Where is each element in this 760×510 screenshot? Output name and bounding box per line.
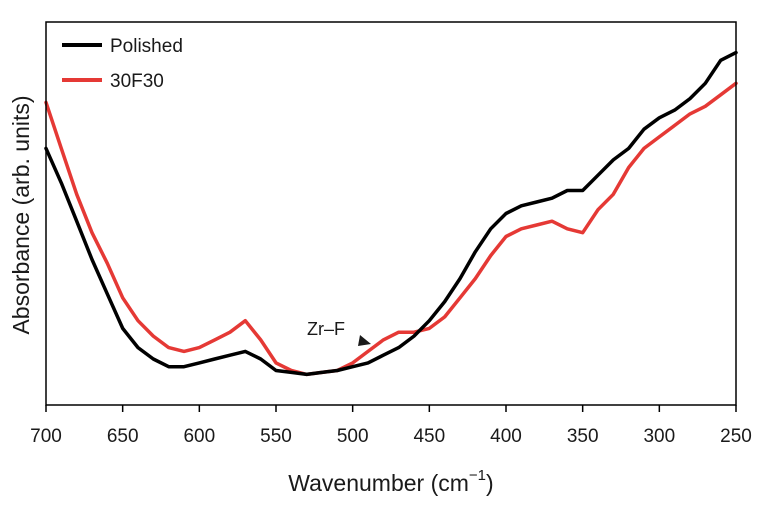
x-axis-title-superscript: −1	[469, 467, 486, 484]
annotation-label: Zr–F	[307, 319, 345, 339]
legend-label-polished: Polished	[110, 36, 183, 57]
series-line-30f30	[44, 81, 738, 377]
series-lines	[44, 50, 738, 377]
zr-f-annotation: Zr–F	[307, 319, 371, 346]
x-tick-label: 650	[107, 426, 139, 447]
x-axis-title-close: )	[486, 470, 494, 496]
x-axis-title-main: Wavenumber (cm	[288, 470, 469, 496]
x-tick-label: 350	[567, 426, 599, 447]
x-tick-label: 600	[183, 426, 215, 447]
x-ticks: 700 650 600 550 500 450 400 350 300 250	[30, 405, 752, 447]
x-axis-title: Wavenumber (cm−1)	[288, 467, 493, 496]
x-tick-label: 700	[30, 426, 62, 447]
x-tick-label: 250	[720, 426, 752, 447]
plot-frame	[45, 21, 737, 406]
series-line-polished	[44, 50, 738, 377]
legend-label-30f30: 30F30	[110, 71, 164, 92]
x-tick-label: 500	[337, 426, 369, 447]
legend: Polished 30F30	[62, 36, 183, 92]
annotation-arrowhead	[358, 335, 371, 346]
x-tick-label: 550	[260, 426, 292, 447]
x-tick-label: 400	[490, 426, 522, 447]
y-axis-title: Absorbance (arb. units)	[8, 95, 34, 334]
x-tick-label: 450	[413, 426, 445, 447]
x-tick-label: 300	[643, 426, 675, 447]
